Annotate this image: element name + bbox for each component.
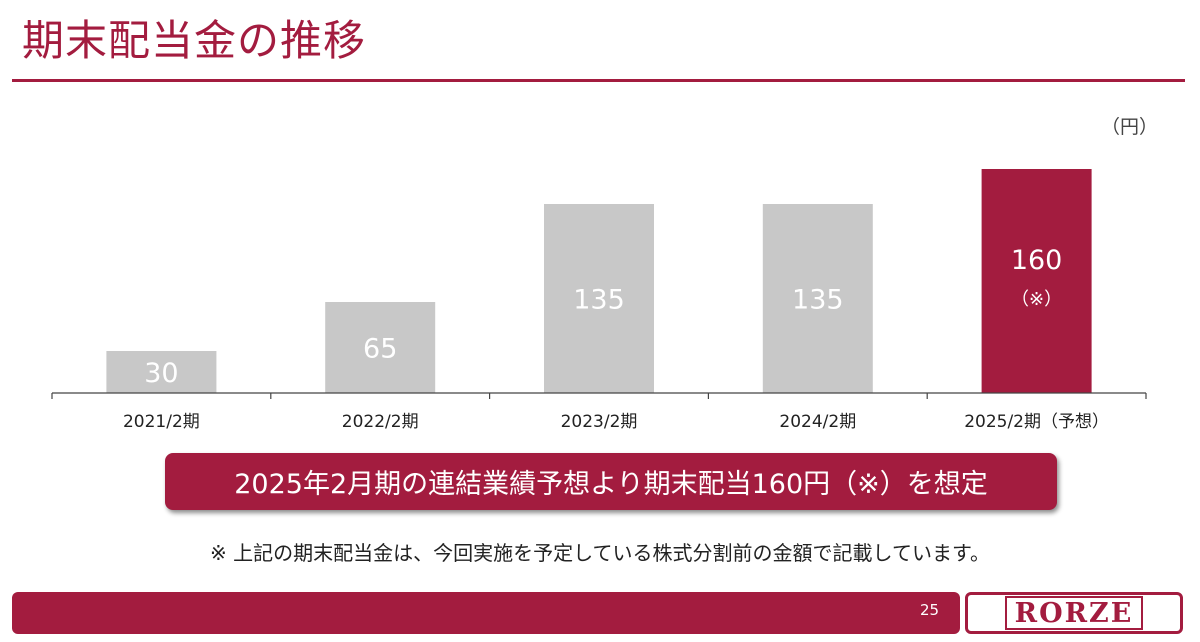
bar-value-label-2: 65 bbox=[363, 334, 397, 365]
bar-value-label-4: 135 bbox=[792, 285, 844, 316]
bar-4 bbox=[762, 204, 873, 393]
dividend-bar-chart: 30 2021/2期 65 2022/2期 135 2023/2期 135 2024/2期 16… bbox=[51, 169, 1147, 432]
unit-label: （円） bbox=[1100, 116, 1158, 138]
x-tick-label-2: 2022/2期 bbox=[342, 412, 419, 432]
page-number: 25 bbox=[920, 601, 940, 619]
title-underline bbox=[12, 79, 1185, 82]
forecast-banner-text: 2025年2月期の連結業績予想より期末配当160円（※）を想定 bbox=[234, 469, 988, 500]
page-title: 期末配当金の推移 bbox=[22, 16, 367, 65]
x-tick-label-3: 2023/2期 bbox=[561, 412, 638, 432]
bar-value-label-1: 30 bbox=[144, 358, 178, 389]
footer-bar bbox=[12, 592, 960, 634]
forecast-banner: 2025年2月期の連結業績予想より期末配当160円（※）を想定 bbox=[165, 453, 1057, 510]
bar-3 bbox=[544, 204, 654, 393]
bar-5 bbox=[981, 169, 1092, 393]
x-tick-label-5: 2025/2期（予想） bbox=[964, 412, 1109, 432]
bar-value-label-3: 135 bbox=[573, 285, 625, 316]
bar-2 bbox=[325, 302, 436, 393]
bar-1 bbox=[106, 351, 217, 393]
logo-wordmark: RORZE bbox=[1004, 596, 1144, 630]
company-logo: RORZE bbox=[965, 592, 1183, 634]
x-tick-label-4: 2024/2期 bbox=[779, 412, 856, 432]
footnote: ※ 上記の期末配当金は、今回実施を予定している株式分割前の金額で記載しています。 bbox=[210, 541, 990, 565]
x-tick-label-1: 2021/2期 bbox=[123, 412, 200, 432]
bar-note-label: （※） bbox=[1011, 289, 1062, 310]
bar-value-label-5: 160 bbox=[1011, 245, 1063, 276]
